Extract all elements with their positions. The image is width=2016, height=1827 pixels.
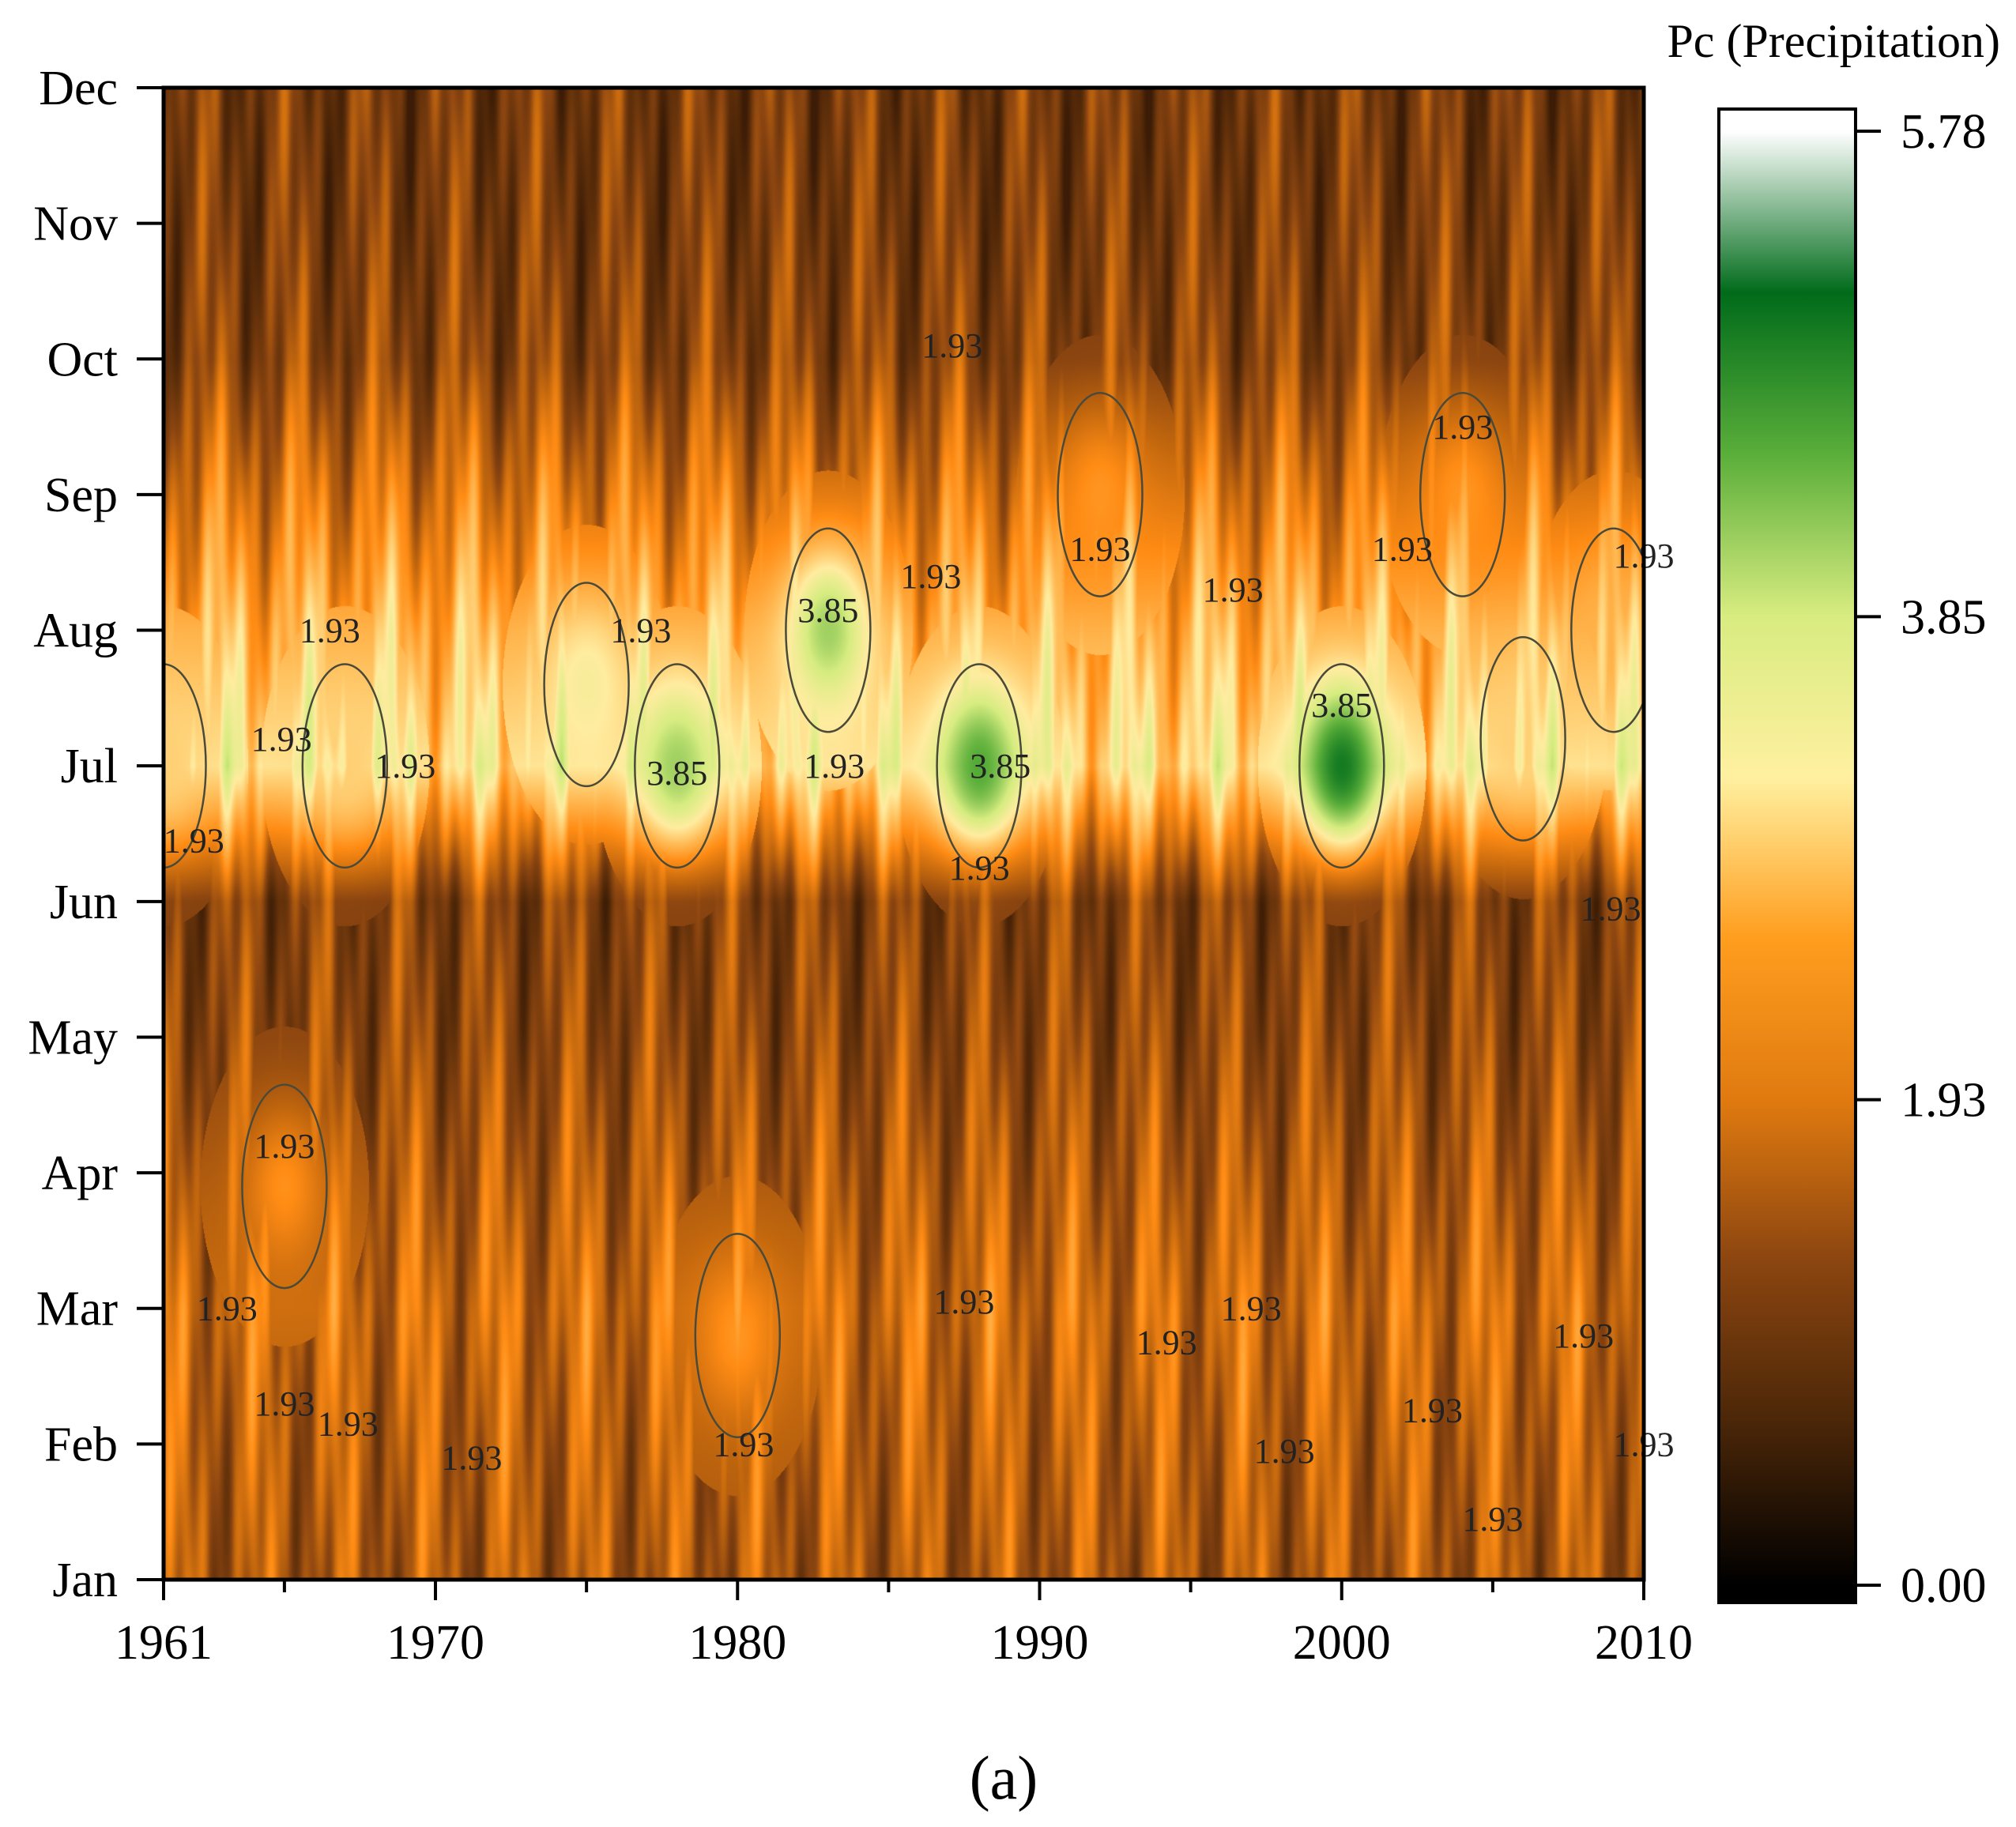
contour-label: 1.93 xyxy=(254,1384,315,1423)
x-tick-label: 1990 xyxy=(991,1616,1089,1670)
contour-label: 1.93 xyxy=(254,1127,315,1166)
colorbar-tick-label: 5.78 xyxy=(1901,105,1987,159)
y-tick-label: Feb xyxy=(44,1418,118,1471)
contour-label: 1.93 xyxy=(1372,530,1433,569)
contour-label: 1.93 xyxy=(1402,1392,1463,1430)
contour-label: 3.85 xyxy=(1311,686,1372,725)
contour-label: 1.93 xyxy=(300,612,360,650)
contour-label: 1.93 xyxy=(1136,1324,1197,1362)
colorbar-title: Pc (Precipitation) xyxy=(1667,15,2000,67)
y-tick-label: Dec xyxy=(39,62,118,115)
contour-label: 1.93 xyxy=(1462,1500,1523,1539)
contour-outline xyxy=(1298,663,1385,869)
contour-label: 1.93 xyxy=(713,1425,774,1463)
colorbar-gradient xyxy=(1719,131,1856,1585)
contour-outline xyxy=(543,582,630,788)
contour-label: 1.93 xyxy=(318,1405,379,1444)
y-tick-label: Oct xyxy=(47,333,118,386)
y-tick-label: Aug xyxy=(33,605,118,658)
contour-label: 1.93 xyxy=(804,747,865,785)
contour-label: 1.93 xyxy=(949,849,1010,887)
contour-label: 1.93 xyxy=(375,747,435,785)
contour-label: 1.93 xyxy=(900,557,961,596)
contour-label: 1.93 xyxy=(1553,1317,1614,1355)
contour-outline xyxy=(1570,527,1644,733)
contour-outline xyxy=(1419,391,1506,597)
x-tick-label: 2010 xyxy=(1595,1616,1693,1670)
colorbar-bottom-cap xyxy=(1719,1585,1856,1603)
contour-label: 1.93 xyxy=(251,720,312,759)
heatmap-surface xyxy=(164,88,1644,1580)
contour-outline xyxy=(1057,391,1144,597)
contour-label: 1.93 xyxy=(1070,530,1131,569)
contour-label: 1.93 xyxy=(610,612,671,650)
colorbar-frame xyxy=(1717,107,1857,1604)
y-tick-label: Jan xyxy=(52,1554,118,1607)
contour-label: 1.93 xyxy=(933,1283,994,1321)
x-tick-label: 1970 xyxy=(386,1616,484,1670)
contour-label: 1.93 xyxy=(1581,889,1641,928)
plot-frame xyxy=(161,85,1646,1582)
x-tick-label: 2000 xyxy=(1293,1616,1391,1670)
contour-outline xyxy=(241,1083,328,1290)
contour-label: 1.93 xyxy=(1432,408,1493,446)
contour-outline xyxy=(1479,635,1566,842)
colorbar-tick-label: 0.00 xyxy=(1901,1559,1987,1613)
colorbar-tick-label: 3.85 xyxy=(1901,590,1987,644)
y-tick-label: Nov xyxy=(33,198,118,251)
plot-area: 1.931.931.931.931.933.85 1.933.851.931.93… xyxy=(161,85,1675,1582)
contour-label: 3.85 xyxy=(646,754,707,793)
contour-label: 3.85 xyxy=(970,747,1031,785)
colorbar: Pc (Precipitation) 0.00 1.93 3.85 5.78 xyxy=(1667,15,2000,1613)
y-tick-label: Jun xyxy=(50,876,118,929)
y-tick-label: Jul xyxy=(61,740,118,793)
contour-outline xyxy=(634,663,721,869)
contour-outline xyxy=(164,663,207,869)
contour-label: 1.93 xyxy=(197,1290,258,1328)
contour-label: 1.93 xyxy=(1254,1432,1315,1471)
contour-outline xyxy=(301,663,389,869)
contour-outline xyxy=(785,527,872,733)
contour-label: 1.93 xyxy=(1221,1290,1282,1328)
x-tick-label: 1961 xyxy=(115,1616,213,1670)
contour-outline xyxy=(936,663,1023,869)
y-tick-label: Mar xyxy=(36,1283,119,1336)
y-tick-label: Sep xyxy=(44,469,118,522)
y-tick-label: May xyxy=(28,1011,118,1064)
panel-label: (a) xyxy=(970,1743,1038,1812)
x-tick-label: 1980 xyxy=(688,1616,786,1670)
colorbar-top-cap xyxy=(1719,109,1856,131)
y-axis: Jan Feb Mar Apr May Jun Jul Aug Sep Oct Nov Dec xyxy=(28,62,164,1607)
x-axis: 1961 1970 1980 1990 2000 2010 xyxy=(115,1580,1693,1670)
contour-label: 1.93 xyxy=(1203,571,1264,609)
contour-label: 3.85 xyxy=(797,591,858,630)
contour-label: 1.93 xyxy=(921,326,982,365)
colorbar-tick-label: 1.93 xyxy=(1901,1074,1987,1128)
y-tick-label: Apr xyxy=(42,1147,119,1200)
contour-outline xyxy=(694,1233,782,1439)
contour-label: 1.93 xyxy=(441,1439,502,1478)
contour-label: 1.93 xyxy=(164,822,224,861)
